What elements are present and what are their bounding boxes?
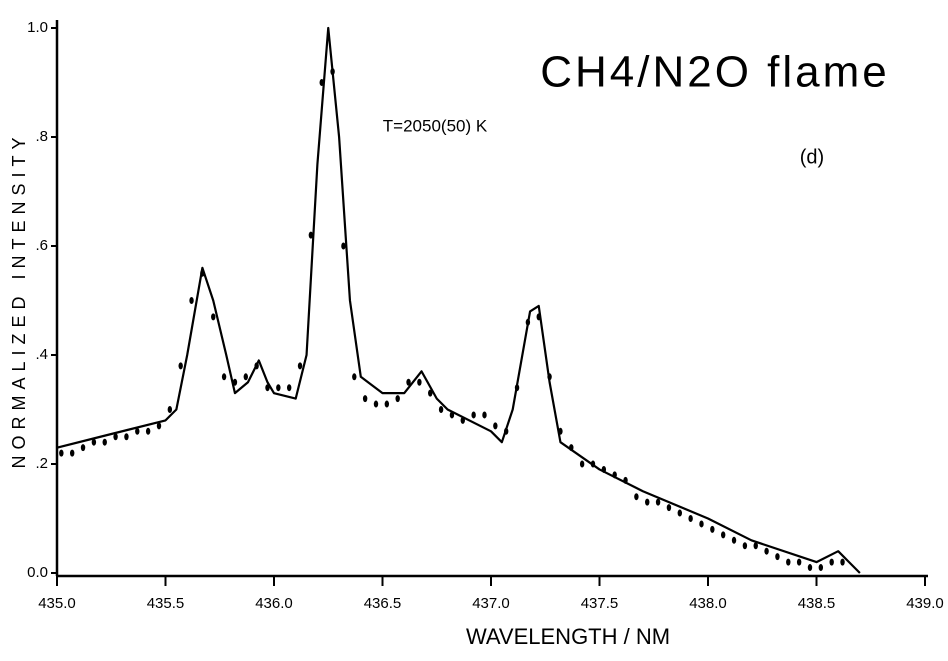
data-point bbox=[753, 542, 758, 550]
data-point bbox=[200, 269, 205, 277]
data-point bbox=[59, 449, 64, 457]
data-point bbox=[124, 433, 129, 441]
data-point bbox=[742, 542, 748, 550]
x-tick-label: 436.0 bbox=[255, 595, 293, 612]
data-point bbox=[590, 460, 596, 468]
data-point bbox=[482, 411, 487, 419]
data-point bbox=[145, 427, 151, 435]
data-point bbox=[308, 231, 314, 239]
data-point bbox=[579, 460, 585, 468]
data-point bbox=[569, 444, 574, 452]
data-point bbox=[417, 378, 422, 386]
data-point bbox=[493, 422, 498, 430]
data-point bbox=[558, 427, 563, 435]
data-line bbox=[56, 26, 861, 574]
data-point bbox=[167, 406, 173, 413]
data-point bbox=[395, 395, 400, 403]
data-point bbox=[601, 465, 607, 473]
x-tick-label: 438.5 bbox=[798, 595, 836, 612]
y-tick-label: .4 bbox=[35, 346, 48, 363]
data-point bbox=[634, 493, 639, 501]
data-point bbox=[265, 384, 270, 392]
data-point bbox=[91, 438, 97, 446]
data-point bbox=[135, 427, 140, 435]
data-point bbox=[362, 395, 368, 403]
data-point bbox=[666, 504, 672, 512]
data-point bbox=[406, 378, 411, 386]
data-point bbox=[178, 362, 183, 370]
data-point bbox=[286, 384, 292, 392]
data-point bbox=[796, 558, 802, 566]
data-point bbox=[677, 509, 682, 517]
x-tick-label: 439.0 bbox=[906, 595, 944, 612]
data-point bbox=[525, 318, 531, 326]
data-point bbox=[330, 68, 335, 76]
data-point bbox=[775, 553, 780, 561]
data-point bbox=[438, 406, 444, 413]
data-point bbox=[428, 389, 433, 397]
x-tick-label: 435.5 bbox=[147, 595, 185, 612]
data-point bbox=[243, 373, 248, 381]
data-point bbox=[807, 564, 813, 572]
data-point bbox=[645, 498, 650, 506]
data-point bbox=[352, 373, 357, 381]
y-tick-label: .2 bbox=[35, 455, 48, 472]
data-point bbox=[623, 476, 628, 484]
data-point bbox=[655, 498, 661, 506]
data-point bbox=[710, 525, 715, 533]
data-point bbox=[232, 378, 238, 386]
data-point bbox=[189, 297, 194, 304]
data-point bbox=[373, 400, 379, 408]
data-point bbox=[297, 362, 303, 370]
y-tick-label: 0.0 bbox=[27, 564, 48, 581]
data-point bbox=[471, 411, 476, 419]
data-point bbox=[80, 444, 86, 452]
data-point bbox=[688, 515, 693, 522]
data-point bbox=[840, 558, 845, 566]
x-tick-label: 438.0 bbox=[689, 595, 727, 612]
data-point bbox=[319, 79, 324, 86]
x-tick-label: 435.0 bbox=[38, 595, 76, 612]
data-point bbox=[69, 449, 75, 457]
data-point bbox=[503, 427, 509, 435]
data-point bbox=[612, 471, 617, 479]
data-point bbox=[102, 438, 107, 446]
data-point bbox=[449, 411, 455, 419]
y-tick-label: .6 bbox=[35, 237, 48, 254]
data-point bbox=[731, 536, 737, 544]
y-axis-label: NORMALIZED INTENSITY bbox=[9, 131, 29, 468]
data-point bbox=[699, 520, 704, 528]
data-point bbox=[384, 400, 390, 408]
annotation: (d) bbox=[800, 146, 824, 168]
data-point bbox=[764, 547, 769, 555]
x-axis-label: WAVELENGTH / NM bbox=[466, 624, 670, 649]
annotation: T=2050(50) K bbox=[383, 116, 488, 135]
data-point bbox=[341, 242, 346, 250]
chart-title: CH4/N2O flame bbox=[540, 48, 890, 97]
data-point bbox=[460, 416, 465, 424]
data-point bbox=[536, 313, 541, 321]
y-tick-label: .8 bbox=[35, 128, 48, 145]
x-tick-label: 437.0 bbox=[472, 595, 510, 612]
data-point bbox=[276, 384, 281, 392]
data-point bbox=[254, 362, 259, 370]
data-point bbox=[786, 558, 791, 566]
data-point bbox=[818, 564, 824, 572]
data-point bbox=[221, 373, 227, 381]
data-point bbox=[156, 422, 162, 430]
x-tick-label: 437.5 bbox=[581, 595, 619, 612]
data-point bbox=[547, 373, 552, 381]
y-tick-label: 1.0 bbox=[27, 19, 48, 36]
data-point bbox=[720, 531, 726, 539]
data-point bbox=[211, 313, 216, 321]
data-point bbox=[514, 384, 520, 392]
data-point bbox=[829, 558, 834, 566]
data-point bbox=[113, 433, 118, 441]
x-tick-label: 436.5 bbox=[364, 595, 402, 612]
